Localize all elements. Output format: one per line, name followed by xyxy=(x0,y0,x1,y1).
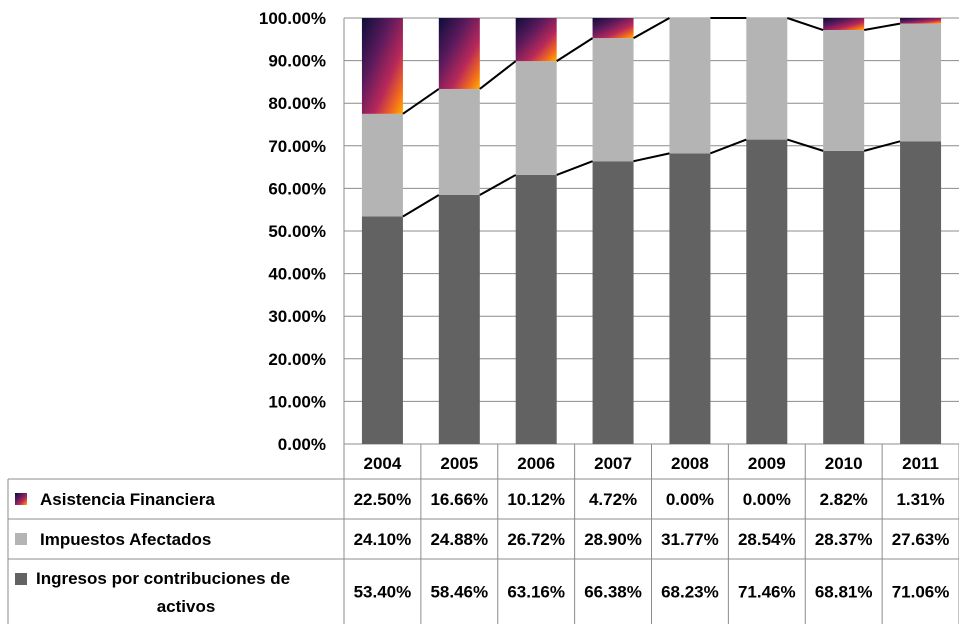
bar-segment xyxy=(823,18,865,31)
series-connector-line xyxy=(633,17,670,39)
bar-segment xyxy=(900,23,942,142)
series-connector-line xyxy=(479,174,517,196)
bar-segment xyxy=(515,18,557,62)
y-tick-label: 10.00% xyxy=(268,392,326,411)
bar-segment xyxy=(438,88,480,195)
data-label: 28.54% xyxy=(738,530,796,549)
data-label: 71.06% xyxy=(892,583,950,602)
data-label: 10.12% xyxy=(507,490,565,509)
series-connector-line xyxy=(479,60,517,90)
bar-segment xyxy=(669,153,711,444)
data-label: 66.38% xyxy=(584,583,642,602)
data-label: 28.90% xyxy=(584,530,642,549)
bar-segment xyxy=(438,194,480,444)
data-label: 28.37% xyxy=(815,530,873,549)
series-connector-line xyxy=(556,37,594,62)
series-connector-line xyxy=(402,194,440,218)
series-connector-line xyxy=(786,17,824,31)
data-label: 63.16% xyxy=(507,583,565,602)
x-category-label: 2011 xyxy=(902,454,939,473)
x-category-label: 2008 xyxy=(671,454,709,473)
y-tick-label: 40.00% xyxy=(268,265,326,284)
series-connector-line xyxy=(402,88,440,115)
bar-segment xyxy=(592,161,634,445)
bar-segment xyxy=(515,174,557,444)
y-tick-label: 70.00% xyxy=(268,137,326,156)
y-tick-label: 30.00% xyxy=(268,307,326,326)
data-label: 1.31% xyxy=(896,490,944,509)
gridlines xyxy=(344,17,959,445)
data-table: 2004 2005 2006 2007 2008 2009 2010 2011 Asistenc… xyxy=(7,444,959,624)
bar-segment xyxy=(669,18,711,154)
y-tick-label: 100.00% xyxy=(259,9,326,28)
bar-segment xyxy=(900,141,942,444)
data-label: 27.63% xyxy=(892,530,950,549)
bar-segment xyxy=(746,139,788,445)
legend-key xyxy=(15,493,27,505)
data-label: 0.00% xyxy=(743,490,791,509)
legend-key xyxy=(15,533,27,545)
x-category-label: 2007 xyxy=(594,454,632,473)
bars xyxy=(361,18,942,445)
data-label: 53.40% xyxy=(354,583,412,602)
y-tick-label: 80.00% xyxy=(268,94,326,113)
series-connector-line xyxy=(863,140,901,152)
series-lines xyxy=(402,17,901,218)
bar-segment xyxy=(823,30,865,151)
data-label: 0.00% xyxy=(666,490,714,509)
x-category-label: 2005 xyxy=(440,454,478,473)
series-connector-line xyxy=(556,160,593,176)
x-category-label: 2004 xyxy=(364,454,402,473)
data-label: 4.72% xyxy=(589,490,637,509)
bar-segment xyxy=(592,38,634,162)
y-tick-label: 50.00% xyxy=(268,222,326,241)
bar-segment xyxy=(361,113,403,217)
bar-segment xyxy=(823,150,865,445)
series-connector-line xyxy=(864,22,901,31)
y-tick-label: 60.00% xyxy=(268,179,326,198)
legend-label: Impuestos Afectados xyxy=(40,530,211,549)
bar-segment xyxy=(361,216,403,444)
legend-label: Asistencia Financiera xyxy=(40,490,215,509)
series-connector-line xyxy=(710,138,747,155)
data-label: 24.10% xyxy=(354,530,412,549)
bar-segment xyxy=(746,18,788,140)
bar-segment xyxy=(592,18,634,39)
data-label: 2.82% xyxy=(820,490,868,509)
y-tick-label: 20.00% xyxy=(268,350,326,369)
bar-segment xyxy=(361,18,403,114)
series-connector-line xyxy=(787,138,824,152)
data-label: 68.81% xyxy=(815,583,873,602)
data-label: 58.46% xyxy=(430,583,488,602)
bar-segment xyxy=(900,18,942,24)
data-label: 24.88% xyxy=(430,530,488,549)
data-label: 31.77% xyxy=(661,530,719,549)
legend-label: activos xyxy=(157,597,216,616)
data-label: 71.46% xyxy=(738,583,796,602)
y-axis: 0.00% 10.00% 20.00% 30.00% 40.00% 50.00% 60.00… xyxy=(259,9,345,454)
y-tick-label: 90.00% xyxy=(268,52,326,71)
data-label: 26.72% xyxy=(507,530,565,549)
bar-segment xyxy=(438,18,480,89)
data-label: 68.23% xyxy=(661,583,719,602)
legend-label: Ingresos por contribuciones de xyxy=(36,569,290,588)
x-category-label: 2006 xyxy=(517,454,555,473)
x-category-label: 2010 xyxy=(825,454,863,473)
data-label: 16.66% xyxy=(430,490,488,509)
x-category-label: 2009 xyxy=(748,454,786,473)
legend-key xyxy=(15,573,27,585)
bar-segment xyxy=(515,61,557,175)
series-connector-line xyxy=(633,152,670,163)
data-label: 22.50% xyxy=(354,490,412,509)
y-tick-label: 0.00% xyxy=(278,435,326,454)
